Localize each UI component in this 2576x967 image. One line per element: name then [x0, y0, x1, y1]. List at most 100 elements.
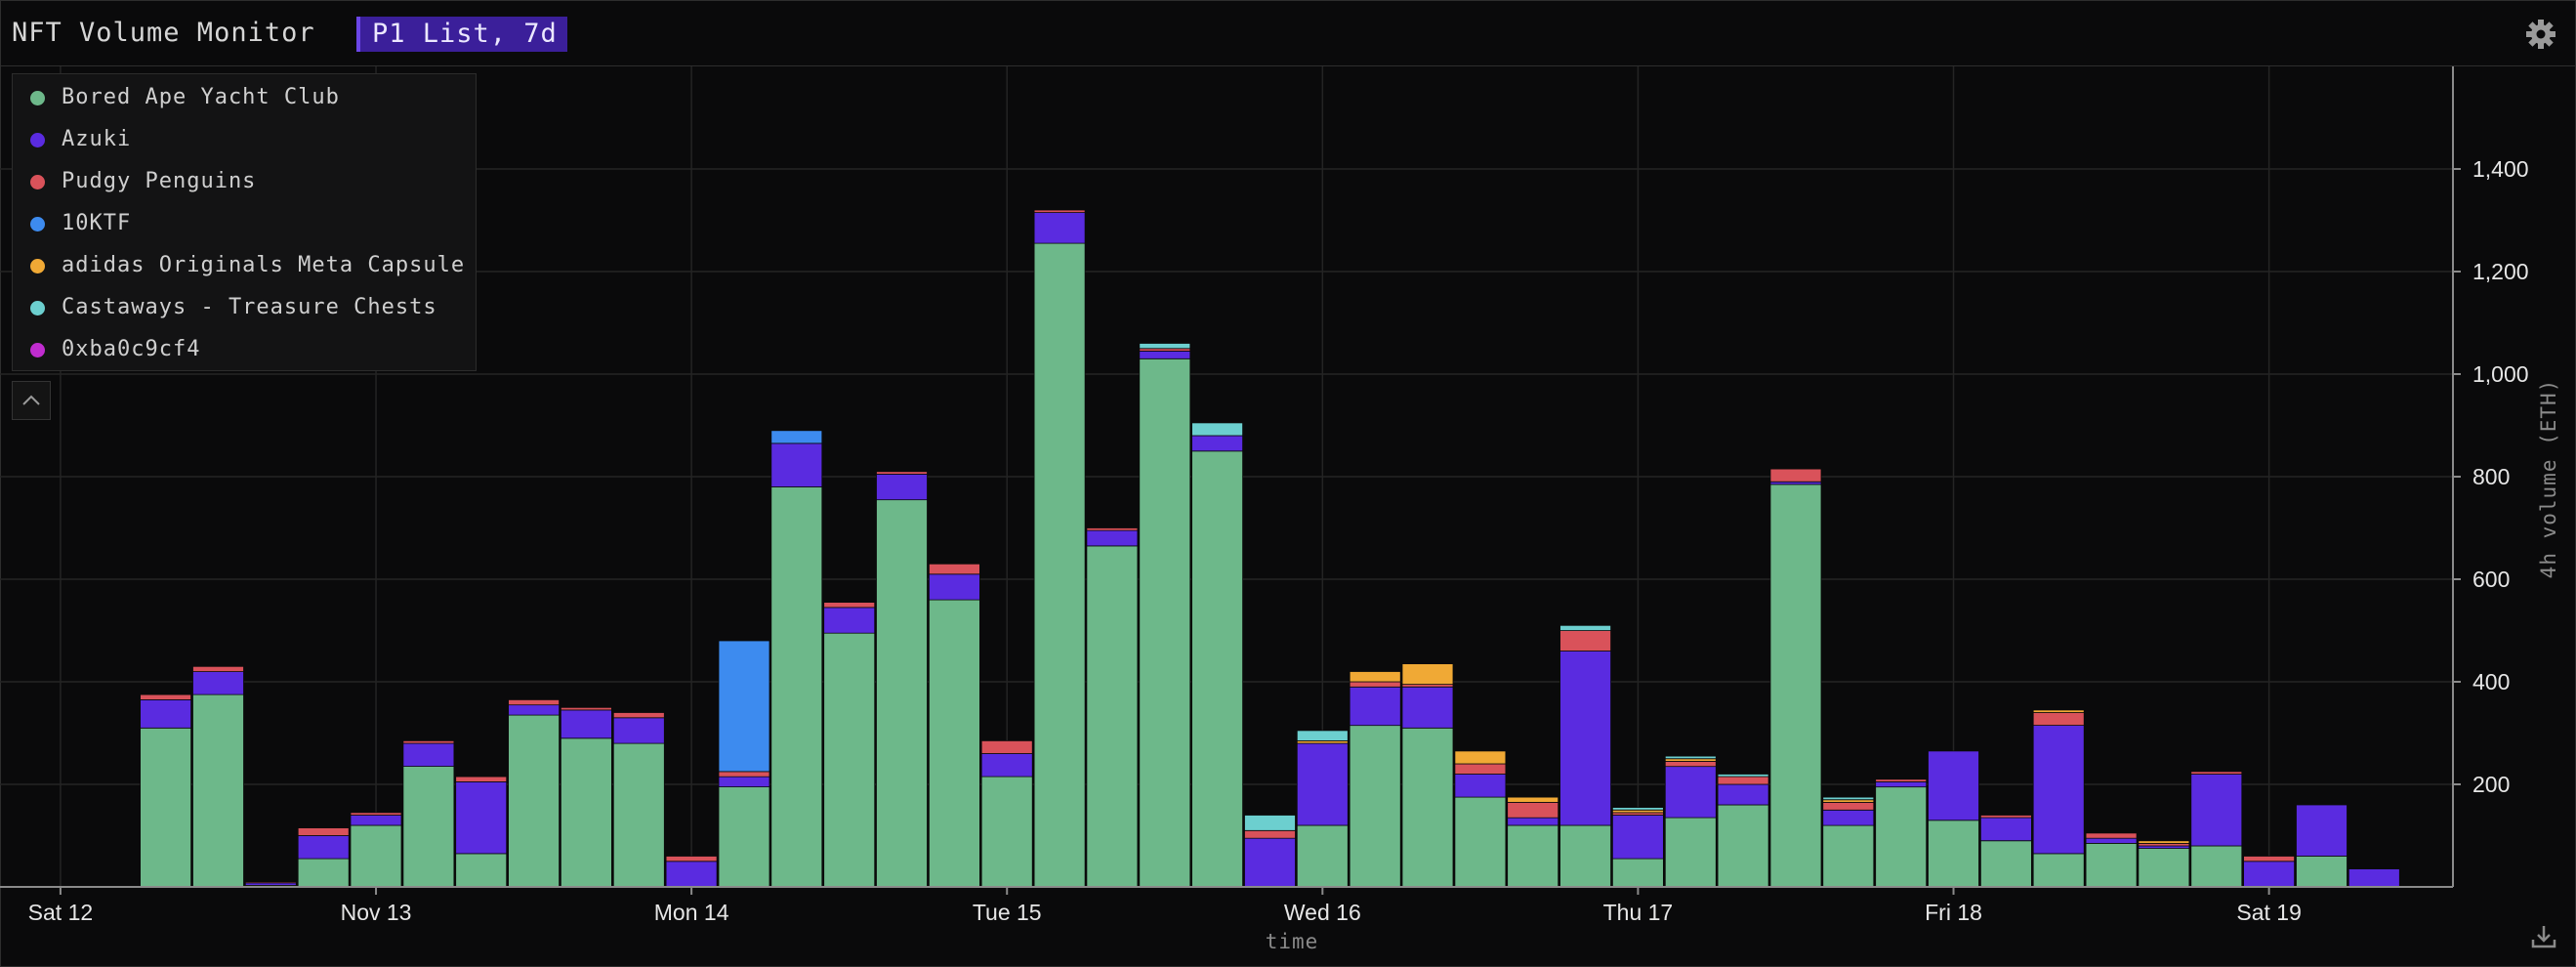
- bar-segment[interactable]: [1033, 209, 1086, 213]
- bar-segment[interactable]: [1717, 804, 1769, 888]
- bar-segment[interactable]: [1033, 242, 1086, 888]
- bar-segment[interactable]: [455, 776, 508, 782]
- bar-segment[interactable]: [402, 742, 455, 768]
- download-button[interactable]: [2529, 922, 2558, 951]
- bar-segment[interactable]: [2190, 845, 2243, 888]
- bar-segment[interactable]: [140, 694, 192, 700]
- bar-segment[interactable]: [2296, 856, 2347, 888]
- bar-segment[interactable]: [1822, 809, 1875, 826]
- bar-segment[interactable]: [1664, 766, 1717, 819]
- bar-segment[interactable]: [1349, 681, 1401, 688]
- bar-segment[interactable]: [929, 563, 980, 575]
- bar-segment[interactable]: [1086, 527, 1139, 531]
- bar-segment[interactable]: [1086, 529, 1139, 547]
- bar-segment[interactable]: [1191, 450, 1243, 888]
- bar-segment[interactable]: [1033, 212, 1086, 244]
- bar-segment[interactable]: [1296, 742, 1349, 826]
- bar-segment[interactable]: [1349, 686, 1401, 727]
- bar-segment[interactable]: [1612, 809, 1664, 814]
- bar-segment[interactable]: [192, 671, 244, 695]
- bar-segment[interactable]: [1717, 774, 1769, 778]
- bar-segment[interactable]: [1769, 468, 1822, 483]
- bar-segment[interactable]: [1139, 343, 1191, 350]
- bar-segment[interactable]: [1454, 796, 1507, 888]
- bar-segment[interactable]: [1822, 799, 1875, 803]
- bar-segment[interactable]: [665, 861, 718, 888]
- bar-segment[interactable]: [2138, 848, 2190, 888]
- bar-segment[interactable]: [350, 824, 402, 888]
- bar-segment[interactable]: [1822, 796, 1875, 801]
- bar-segment[interactable]: [1822, 824, 1875, 888]
- bar-segment[interactable]: [770, 430, 823, 444]
- bar-segment[interactable]: [192, 665, 244, 672]
- bar-segment[interactable]: [929, 573, 980, 601]
- bar-segment[interactable]: [718, 776, 770, 787]
- bar-segment[interactable]: [2085, 837, 2138, 844]
- bar-segment[interactable]: [402, 740, 455, 744]
- bar-segment[interactable]: [350, 812, 402, 816]
- settings-button[interactable]: [2525, 19, 2556, 50]
- bar-segment[interactable]: [1507, 802, 1559, 819]
- bar-segment[interactable]: [612, 717, 665, 744]
- bar-segment[interactable]: [1875, 778, 1928, 782]
- bar-segment[interactable]: [1664, 758, 1717, 762]
- bar-segment[interactable]: [612, 712, 665, 719]
- bar-segment[interactable]: [1769, 481, 1822, 485]
- bar-segment[interactable]: [612, 742, 665, 888]
- bar-segment[interactable]: [2032, 709, 2085, 713]
- bar-segment[interactable]: [718, 771, 770, 778]
- bar-segment[interactable]: [297, 835, 350, 860]
- bar-segment[interactable]: [770, 486, 823, 888]
- bar-segment[interactable]: [2190, 771, 2243, 775]
- bar-segment[interactable]: [455, 781, 508, 855]
- bar-segment[interactable]: [1928, 820, 1979, 888]
- bar-segment[interactable]: [823, 632, 876, 888]
- bar-segment[interactable]: [561, 709, 612, 739]
- bar-segment[interactable]: [2296, 804, 2347, 857]
- bar-segment[interactable]: [1454, 763, 1507, 775]
- bar-segment[interactable]: [561, 706, 612, 711]
- bar-segment[interactable]: [718, 640, 770, 773]
- bar-segment[interactable]: [1139, 350, 1191, 359]
- bar-segment[interactable]: [561, 737, 612, 888]
- bar-segment[interactable]: [2138, 840, 2190, 844]
- bar-segment[interactable]: [2085, 832, 2138, 839]
- bar-segment[interactable]: [1244, 837, 1296, 888]
- bar-segment[interactable]: [1559, 824, 1611, 888]
- bar-segment[interactable]: [1559, 624, 1611, 631]
- bar-segment[interactable]: [350, 815, 402, 826]
- bar-segment[interactable]: [980, 753, 1033, 778]
- bar-segment[interactable]: [1664, 817, 1717, 888]
- bar-segment[interactable]: [402, 766, 455, 888]
- bar-segment[interactable]: [1454, 750, 1507, 765]
- bar-segment[interactable]: [1980, 817, 2032, 842]
- bar-segment[interactable]: [1980, 815, 2032, 819]
- bar-segment[interactable]: [1296, 824, 1349, 888]
- legend-collapse-button[interactable]: [12, 381, 51, 420]
- bar-segment[interactable]: [1191, 435, 1243, 452]
- bar-segment[interactable]: [1349, 671, 1401, 683]
- bar-segment[interactable]: [1454, 774, 1507, 798]
- bar-segment[interactable]: [1664, 755, 1717, 760]
- bar-segment[interactable]: [980, 776, 1033, 888]
- bar-segment[interactable]: [1612, 815, 1664, 860]
- bar-segment[interactable]: [1507, 824, 1559, 888]
- bar-segment[interactable]: [2032, 853, 2085, 888]
- bar-segment[interactable]: [1717, 776, 1769, 785]
- bar-segment[interactable]: [297, 858, 350, 888]
- bar-segment[interactable]: [455, 853, 508, 888]
- bar-segment[interactable]: [140, 699, 192, 729]
- bar-segment[interactable]: [2032, 712, 2085, 727]
- bar-segment[interactable]: [1822, 802, 1875, 811]
- bar-segment[interactable]: [1401, 686, 1454, 729]
- bar-segment[interactable]: [718, 786, 770, 888]
- bar-segment[interactable]: [1559, 651, 1611, 826]
- bar-segment[interactable]: [508, 714, 560, 888]
- bar-segment[interactable]: [1875, 781, 1928, 788]
- bar-segment[interactable]: [876, 473, 928, 501]
- bar-segment[interactable]: [1296, 730, 1349, 741]
- bar-segment[interactable]: [140, 727, 192, 888]
- bar-segment[interactable]: [1769, 484, 1822, 888]
- bar-segment[interactable]: [1244, 815, 1296, 831]
- bar-segment[interactable]: [1244, 829, 1296, 839]
